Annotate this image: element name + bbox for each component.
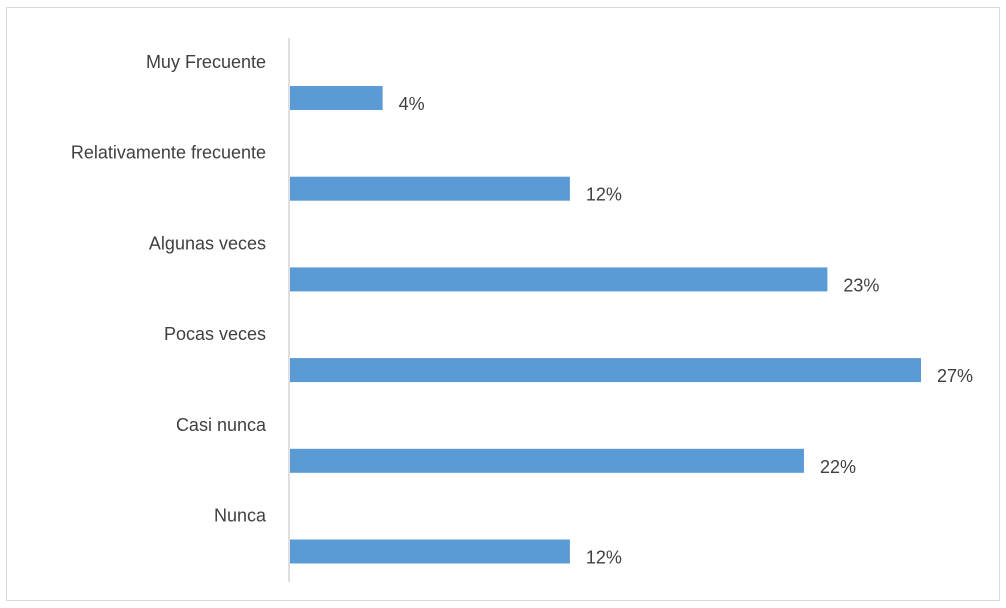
labels-layer: Muy Frecuente 4% Relativamente frecuente 12… [71, 52, 973, 568]
bar-3 [290, 358, 921, 383]
bar-0 [290, 86, 383, 110]
category-label-4: Casi nunca [176, 415, 267, 435]
category-label-2: Algunas veces [149, 233, 266, 253]
chart-frame [6, 7, 1000, 601]
data-label-0: 4% [399, 94, 425, 114]
bar-4 [290, 448, 804, 473]
category-label-5: Nunca [214, 506, 267, 526]
category-label-3: Pocas veces [164, 324, 266, 344]
data-label-3: 27% [937, 366, 973, 386]
data-label-4: 22% [820, 457, 856, 477]
bars-layer [290, 86, 921, 564]
category-label-0: Muy Frecuente [146, 52, 266, 72]
category-label-1: Relativamente frecuente [71, 143, 266, 163]
data-label-5: 12% [586, 548, 622, 568]
bar-1 [290, 176, 570, 201]
bar-2 [290, 267, 828, 292]
data-label-2: 23% [843, 275, 879, 295]
data-label-1: 12% [586, 185, 622, 205]
bar-5 [290, 539, 570, 564]
